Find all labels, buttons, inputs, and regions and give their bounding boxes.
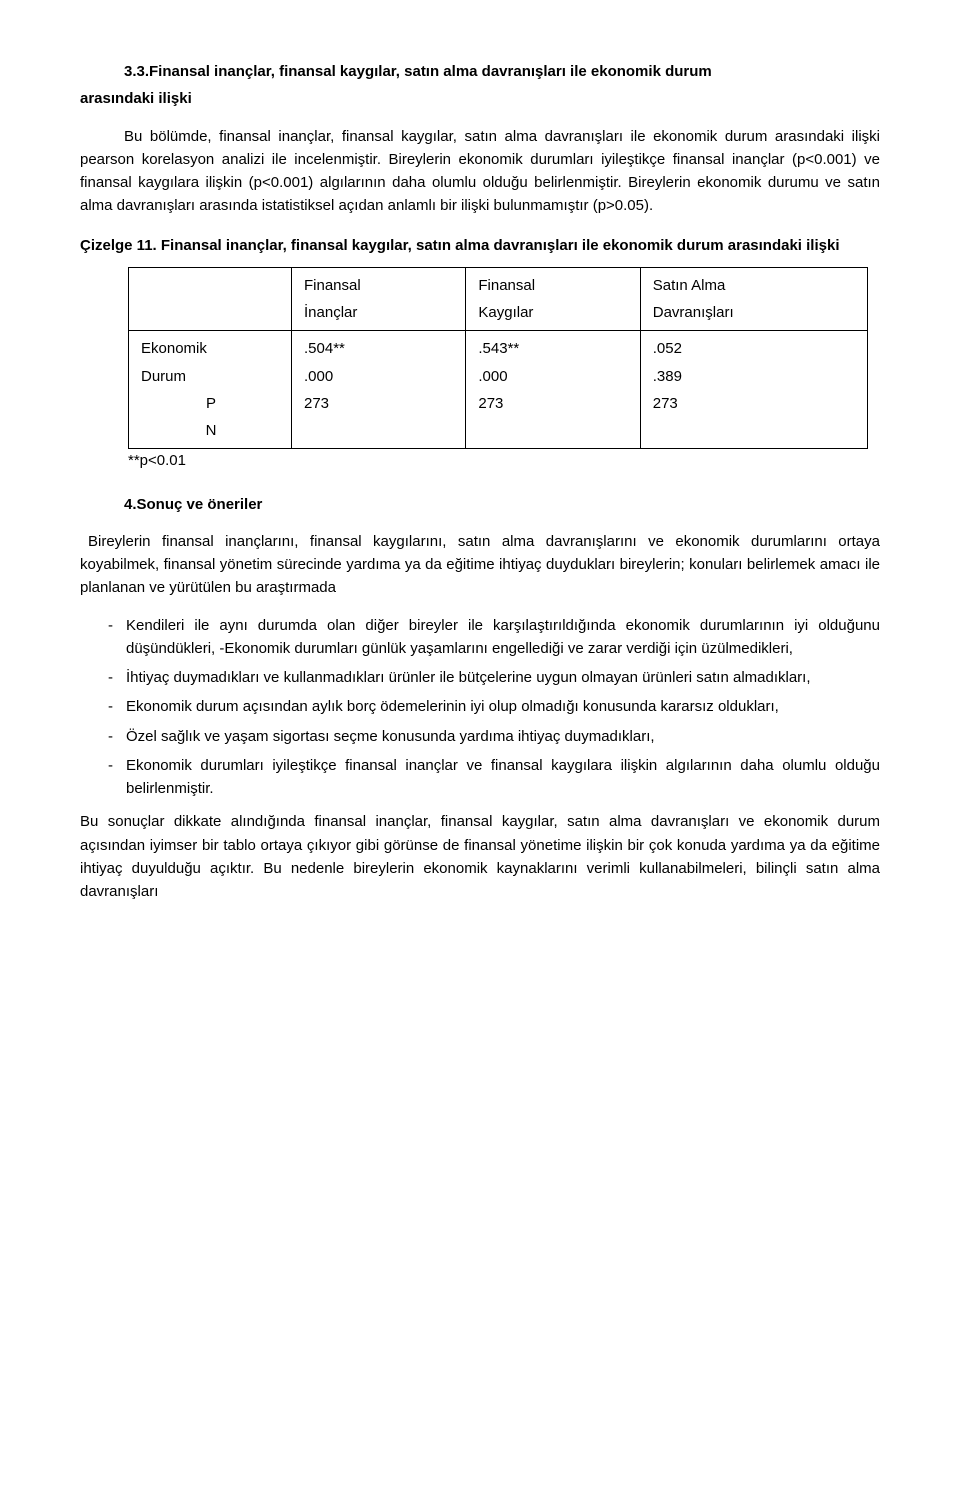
col-header-inanclar: Finansal İnançlar [292, 267, 466, 331]
table-11-footnote: **p<0.01 [128, 449, 880, 472]
table-11-caption: Çizelge 11. Finansal inançlar, finansal … [80, 234, 880, 257]
col-header-kaygilar: Finansal Kaygılar [466, 267, 640, 331]
section-3-3-heading-line2: arasındaki ilişki [80, 87, 880, 110]
table-header-row: Finansal İnançlar Finansal Kaygılar Satı… [129, 267, 868, 331]
section-4-bullets: Kendileri ile aynı durumda olan diğer bi… [80, 614, 880, 801]
section-3-3-heading-line1: 3.3.Finansal inançlar, finansal kaygılar… [80, 60, 880, 83]
cell-kaygilar: .543** .000 273 [466, 331, 640, 449]
section-4-closing: Bu sonuçlar dikkate alındığında finansal… [80, 810, 880, 903]
section-3-3-paragraph: Bu bölümde, finansal inançlar, finansal … [80, 125, 880, 218]
bullet-item: Özel sağlık ve yaşam sigortası seçme kon… [108, 725, 880, 748]
bullet-item: İhtiyaç duymadıkları ve kullanmadıkları … [108, 666, 880, 689]
col-header-davranislari: Satın Alma Davranışları [640, 267, 867, 331]
cell-inanclar: .504** .000 273 [292, 331, 466, 449]
bullet-item: Kendileri ile aynı durumda olan diğer bi… [108, 614, 880, 661]
section-4-intro: Bireylerin finansal inançlarını, finansa… [80, 530, 880, 600]
table-data-row: Ekonomik Durum P N .504** .000 273 .543*… [129, 331, 868, 449]
table-11: Finansal İnançlar Finansal Kaygılar Satı… [128, 267, 868, 450]
cell-davranislari: .052 .389 273 [640, 331, 867, 449]
row-label-ekonomik-durum: Ekonomik Durum P N [129, 331, 292, 449]
bullet-item: Ekonomik durumları iyileştikçe finansal … [108, 754, 880, 801]
bullet-item: Ekonomik durum açısından aylık borç ödem… [108, 695, 880, 718]
section-4-heading: 4.Sonuç ve öneriler [124, 493, 880, 516]
